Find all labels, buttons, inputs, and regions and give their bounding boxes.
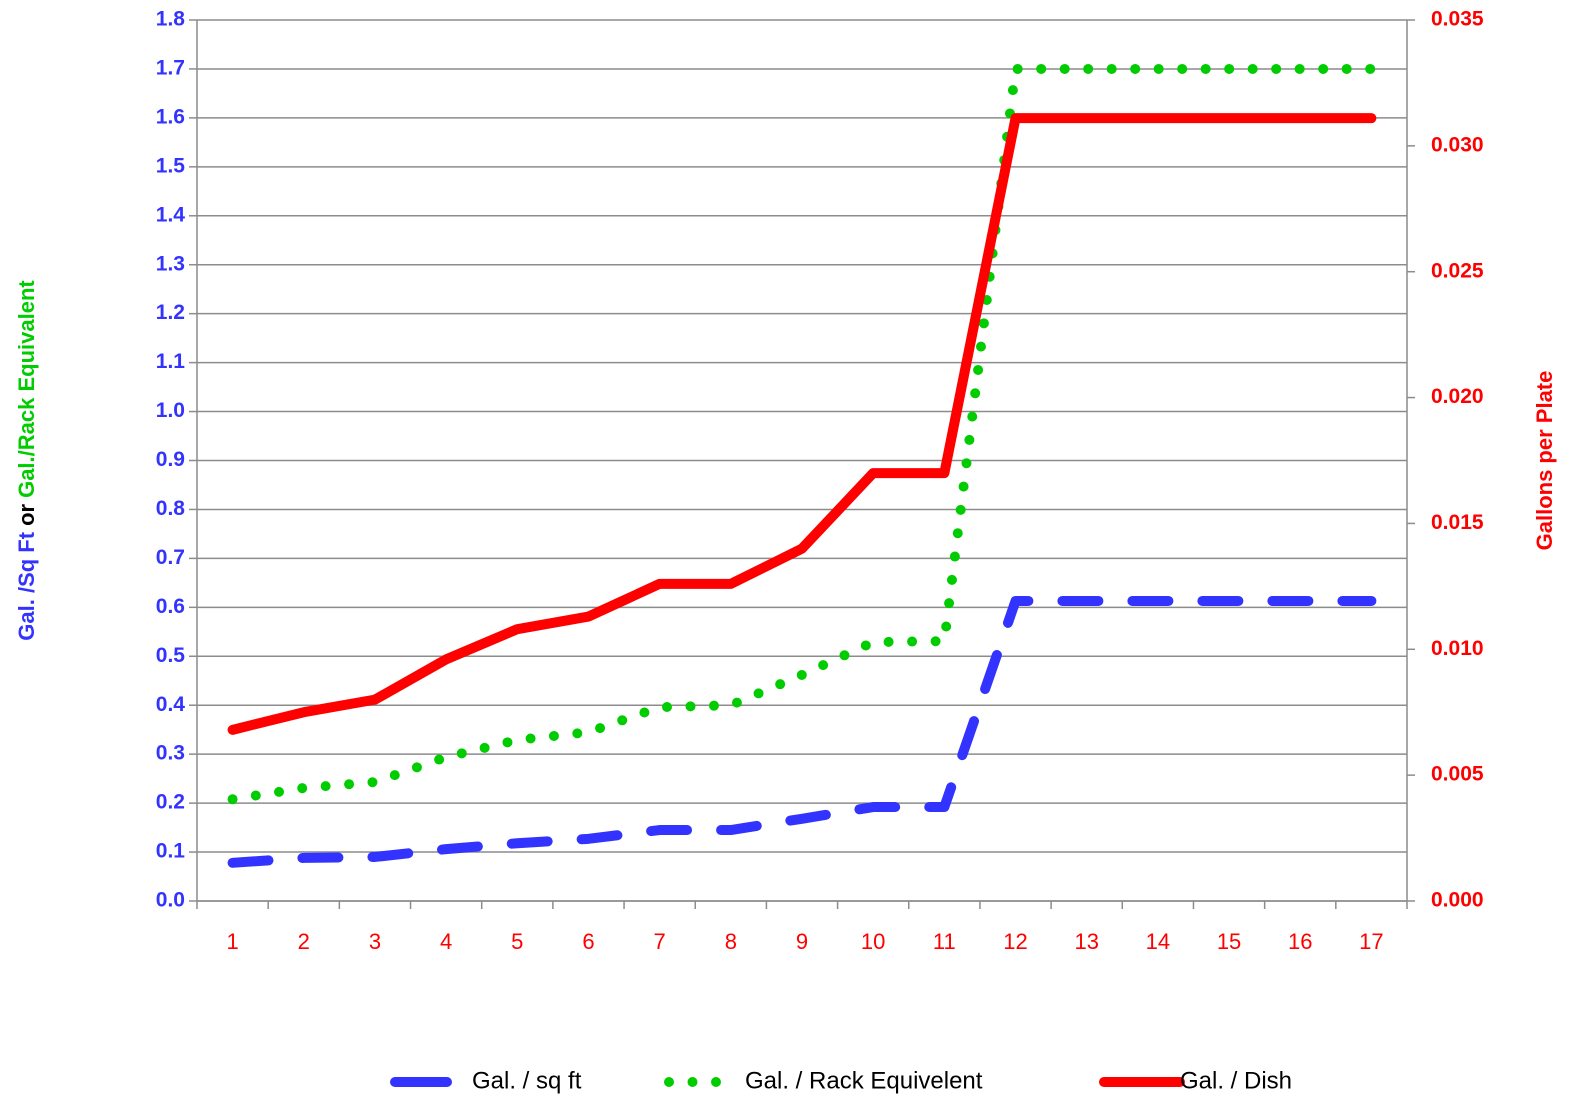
y2-tick-label: 0.010 bbox=[1431, 637, 1484, 660]
series-line bbox=[227, 595, 1377, 868]
y2-tick-label: 0.005 bbox=[1431, 763, 1484, 786]
y-tick-label: 0.5 bbox=[156, 644, 186, 667]
x-tick-label: 15 bbox=[1217, 929, 1241, 954]
x-tick-label: 7 bbox=[654, 929, 666, 954]
y-tick-label: 0.9 bbox=[156, 448, 185, 471]
x-tick-label: 13 bbox=[1074, 929, 1098, 954]
x-tick-label: 3 bbox=[369, 929, 381, 954]
series-line bbox=[227, 113, 1377, 735]
y-tick-label: 0.2 bbox=[156, 791, 185, 814]
x-tick-label: 6 bbox=[582, 929, 594, 954]
y2-axis-title: Gallons per Plate bbox=[1532, 371, 1557, 551]
y-axis-title-part: or bbox=[14, 503, 39, 525]
y-tick-label: 1.8 bbox=[156, 8, 186, 31]
y2-tick-label: 0.015 bbox=[1431, 511, 1484, 534]
x-tick-label: 14 bbox=[1146, 929, 1170, 954]
y-tick-label: 1.1 bbox=[156, 350, 186, 373]
y-axis-title-part: Gal./Rack Equivalent bbox=[14, 280, 39, 498]
y-tick-label: 0.1 bbox=[156, 840, 186, 863]
x-tick-label: 8 bbox=[725, 929, 737, 954]
y-axis-title: Gal. /Sq Ft or Gal./Rack Equivalent bbox=[14, 280, 39, 641]
x-tick-label: 4 bbox=[440, 929, 452, 954]
y2-tick-label: 0.035 bbox=[1431, 8, 1484, 31]
x-tick-label: 10 bbox=[861, 929, 885, 954]
y-tick-label: 1.6 bbox=[156, 105, 185, 128]
series-line bbox=[227, 63, 1377, 805]
x-tick-label: 12 bbox=[1003, 929, 1027, 954]
y-tick-label: 0.8 bbox=[156, 497, 186, 520]
y-tick-label: 0.4 bbox=[156, 693, 186, 716]
x-tick-label: 17 bbox=[1359, 929, 1383, 954]
y-tick-label: 0.3 bbox=[156, 742, 185, 765]
x-tick-label: 9 bbox=[796, 929, 808, 954]
y-tick-label: 1.4 bbox=[156, 203, 186, 226]
x-tick-label: 11 bbox=[933, 929, 956, 954]
y-axis-title-part: Gal. /Sq Ft bbox=[14, 531, 39, 640]
y-tick-label: 1.5 bbox=[156, 154, 186, 177]
x-tick-label: 16 bbox=[1288, 929, 1312, 954]
y2-tick-label: 0.000 bbox=[1431, 889, 1484, 912]
legend-label: Gal. / Rack Equivelent bbox=[745, 1067, 983, 1094]
y-tick-label: 0.6 bbox=[156, 595, 185, 618]
y-tick-label: 0.0 bbox=[156, 889, 185, 912]
y2-tick-label: 0.030 bbox=[1431, 133, 1484, 156]
y-tick-label: 1.7 bbox=[156, 56, 185, 79]
legend-label: Gal. / Dish bbox=[1180, 1067, 1292, 1094]
y2-tick-label: 0.025 bbox=[1431, 259, 1484, 282]
y-tick-label: 1.2 bbox=[156, 301, 185, 324]
y-tick-label: 1.0 bbox=[156, 399, 185, 422]
x-tick-label: 5 bbox=[511, 929, 523, 954]
legend-label: Gal. / sq ft bbox=[472, 1067, 582, 1094]
y-tick-label: 0.7 bbox=[156, 546, 185, 569]
x-tick-label: 1 bbox=[226, 929, 238, 954]
x-tick-label: 2 bbox=[298, 929, 310, 954]
y2-tick-label: 0.020 bbox=[1431, 385, 1484, 408]
y-tick-label: 1.3 bbox=[156, 252, 185, 275]
